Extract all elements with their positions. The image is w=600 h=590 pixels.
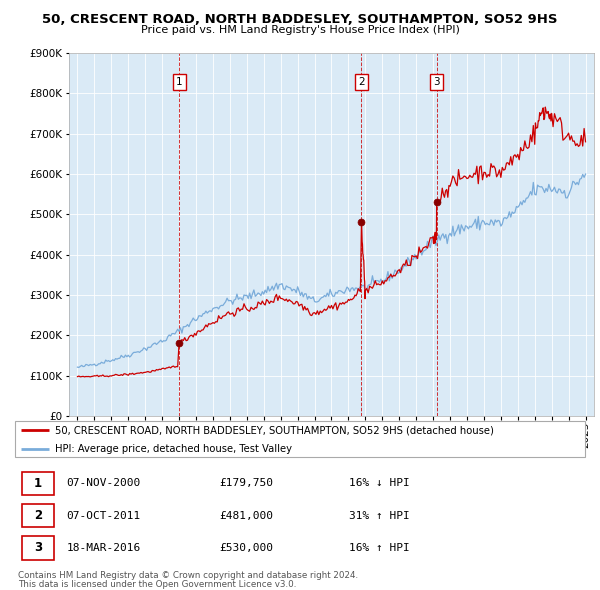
- FancyBboxPatch shape: [22, 471, 54, 495]
- FancyBboxPatch shape: [22, 504, 54, 527]
- Text: Contains HM Land Registry data © Crown copyright and database right 2024.: Contains HM Land Registry data © Crown c…: [18, 571, 358, 580]
- Text: 07-NOV-2000: 07-NOV-2000: [67, 478, 141, 489]
- Text: 2: 2: [34, 509, 42, 522]
- Text: 1: 1: [34, 477, 42, 490]
- Text: 31% ↑ HPI: 31% ↑ HPI: [349, 511, 410, 520]
- Text: HPI: Average price, detached house, Test Valley: HPI: Average price, detached house, Test…: [55, 444, 292, 454]
- Text: 16% ↓ HPI: 16% ↓ HPI: [349, 478, 410, 489]
- Text: 50, CRESCENT ROAD, NORTH BADDESLEY, SOUTHAMPTON, SO52 9HS: 50, CRESCENT ROAD, NORTH BADDESLEY, SOUT…: [42, 13, 558, 26]
- Text: This data is licensed under the Open Government Licence v3.0.: This data is licensed under the Open Gov…: [18, 580, 296, 589]
- Text: 2: 2: [358, 77, 365, 87]
- Text: £530,000: £530,000: [220, 543, 274, 553]
- Text: 1: 1: [176, 77, 182, 87]
- FancyBboxPatch shape: [22, 536, 54, 560]
- Text: 07-OCT-2011: 07-OCT-2011: [67, 511, 141, 520]
- Text: 50, CRESCENT ROAD, NORTH BADDESLEY, SOUTHAMPTON, SO52 9HS (detached house): 50, CRESCENT ROAD, NORTH BADDESLEY, SOUT…: [55, 425, 494, 435]
- Text: £179,750: £179,750: [220, 478, 274, 489]
- Text: 3: 3: [34, 542, 42, 555]
- Text: Price paid vs. HM Land Registry's House Price Index (HPI): Price paid vs. HM Land Registry's House …: [140, 25, 460, 35]
- Text: 16% ↑ HPI: 16% ↑ HPI: [349, 543, 410, 553]
- Text: £481,000: £481,000: [220, 511, 274, 520]
- Text: 3: 3: [433, 77, 440, 87]
- FancyBboxPatch shape: [15, 421, 585, 457]
- Text: 18-MAR-2016: 18-MAR-2016: [67, 543, 141, 553]
